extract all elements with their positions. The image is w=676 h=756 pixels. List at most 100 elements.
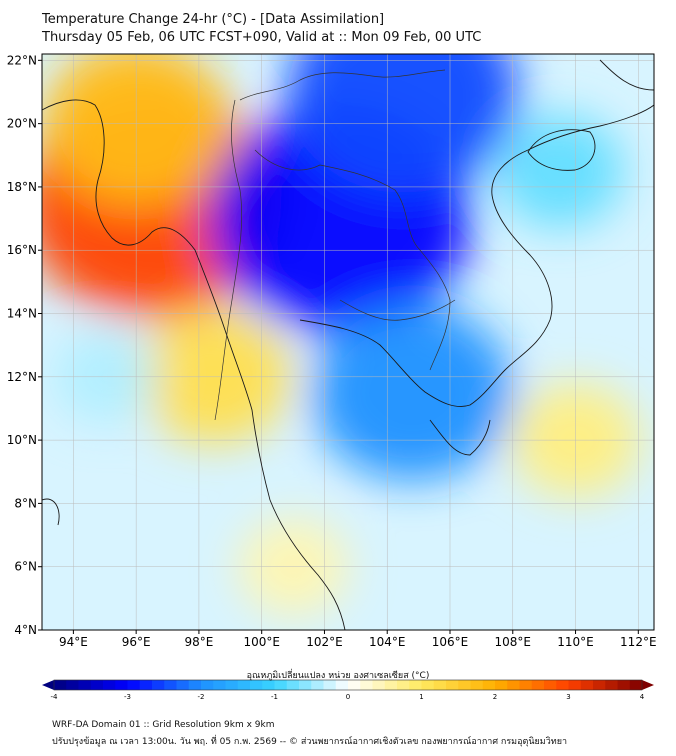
colorbar-segment xyxy=(299,680,312,690)
y-tick-label: 14°N xyxy=(7,307,37,321)
colorbar-segment xyxy=(152,680,165,690)
colorbar-segment xyxy=(580,680,594,690)
nicobar-islands xyxy=(42,498,60,526)
x-tick-label: 110°E xyxy=(557,635,594,649)
colorbar-segment xyxy=(384,680,398,690)
chart-title: Temperature Change 24-hr (°C) - [Data As… xyxy=(42,12,385,27)
china-coast xyxy=(599,59,654,91)
colorbar-segment xyxy=(568,680,582,690)
field-anomaly-6 xyxy=(495,114,624,228)
colorbar-segment xyxy=(360,680,373,690)
colorbar-segment xyxy=(482,680,496,690)
colorbar-tick-label: 0 xyxy=(346,693,350,701)
map-frame xyxy=(41,53,655,631)
y-tick-label: 10°N xyxy=(7,433,37,447)
temperature-field xyxy=(42,54,640,616)
colorbar-segment xyxy=(250,680,263,690)
x-tick-label: 100°E xyxy=(243,635,280,649)
border-cambodia xyxy=(339,299,456,321)
colorbar-segment xyxy=(78,680,92,690)
colorbar-segment xyxy=(372,680,386,690)
footer-credit: ปรับปรุงข้อมูล ณ เวลา 13:00น. วัน พฤ. ที… xyxy=(52,737,568,747)
colorbar-segment xyxy=(139,680,153,690)
colorbar-tick-label: -1 xyxy=(271,693,278,701)
colorbar-segment xyxy=(164,680,177,690)
footer-domain-info: WRF-DA Domain 01 :: Grid Resolution 9km … xyxy=(52,720,275,730)
y-tick-label: 8°N xyxy=(14,496,37,510)
graticule xyxy=(42,54,654,630)
colorbar-segment xyxy=(470,680,484,690)
border-laos xyxy=(254,149,451,371)
colorbar-tick-label: 2 xyxy=(493,693,497,701)
y-tick-label: 18°N xyxy=(7,180,37,194)
colorbar-segment xyxy=(274,680,288,690)
y-tick-label: 20°N xyxy=(7,117,37,131)
colorbar-tick-label: -2 xyxy=(198,693,205,701)
mekong-delta-coast xyxy=(429,419,491,456)
y-tick-label: 4°N xyxy=(14,623,37,637)
x-tick-label: 102°E xyxy=(306,635,343,649)
colorbar-segment xyxy=(286,680,300,690)
colorbar-tick-label: -3 xyxy=(124,693,131,701)
colorbar-segment xyxy=(433,680,447,690)
x-tick-label: 108°E xyxy=(495,635,532,649)
colorbar-max-extend xyxy=(642,680,654,690)
colorbar-segment xyxy=(531,680,545,690)
colorbar-segment xyxy=(617,680,631,690)
colorbar-segment xyxy=(397,680,410,690)
y-tick-label: 6°N xyxy=(14,560,37,574)
colorbar-segment xyxy=(188,680,202,690)
y-axis: 22°N 20°N 18°N 16°N 14°N 12°N 10°N 8°N 6°N 4°N xyxy=(7,53,42,637)
colorbar-segment xyxy=(519,680,533,690)
colorbar-segment xyxy=(348,680,361,690)
colorbar-segment xyxy=(237,680,251,690)
colorbar-segment xyxy=(605,680,618,690)
chart-subtitle: Thursday 05 Feb, 06 UTC FCST+090, Valid … xyxy=(42,30,482,45)
colorbar-tick-label: 4 xyxy=(640,693,645,701)
colorbar-segment xyxy=(458,680,471,690)
colorbar-segment xyxy=(176,680,190,690)
x-tick-label: 94°E xyxy=(59,635,88,649)
colorbar-segment xyxy=(409,680,422,690)
colorbar-segment xyxy=(593,680,606,690)
colorbar-segment xyxy=(213,680,226,690)
colorbar-segment xyxy=(66,680,79,690)
colorbar-segment xyxy=(127,680,141,690)
colorbar-segment xyxy=(54,680,67,690)
x-tick-label: 104°E xyxy=(369,635,406,649)
colorbar-tick-label: 1 xyxy=(419,693,423,701)
colorbar-segment xyxy=(90,680,104,690)
colorbar-segment xyxy=(201,680,214,690)
colorbar-segment xyxy=(556,680,569,690)
colorbar-segment xyxy=(103,680,116,690)
colorbar-segment xyxy=(629,680,643,690)
x-tick-label: 112°E xyxy=(620,635,657,649)
y-tick-label: 12°N xyxy=(7,370,37,384)
colorbar-segment xyxy=(311,680,324,690)
x-tick-label: 96°E xyxy=(122,635,151,649)
colorbar-segment xyxy=(115,680,128,690)
coastlines xyxy=(42,59,654,630)
colorbar-segment xyxy=(421,680,435,690)
colorbar-outline xyxy=(53,679,643,691)
colorbar-segment xyxy=(507,680,520,690)
colorbar-segment xyxy=(323,680,337,690)
colorbar-segment xyxy=(544,680,557,690)
x-axis: 94°E 96°E 98°E 100°E 102°E 104°E 106°E 108°E 110… xyxy=(59,630,657,649)
western-coastline xyxy=(42,99,346,630)
y-tick-label: 16°N xyxy=(7,243,37,257)
colorbar-segment xyxy=(262,680,275,690)
x-tick-label: 98°E xyxy=(184,635,213,649)
colorbar-min-extend xyxy=(42,680,54,690)
colorbar-segment xyxy=(335,680,349,690)
x-tick-label: 106°E xyxy=(432,635,469,649)
colorbar-segment xyxy=(495,680,508,690)
y-tick-label: 22°N xyxy=(7,53,37,67)
hainan-island xyxy=(527,129,596,171)
colorbar-tick-label: 3 xyxy=(566,693,570,701)
border-myanmar-thailand xyxy=(214,99,243,421)
gulf-coastline xyxy=(299,104,654,407)
colorbar: -4 -3 -2 -1 0 1 2 3 4 xyxy=(42,679,654,701)
colorbar-tick-label: -4 xyxy=(51,693,59,701)
